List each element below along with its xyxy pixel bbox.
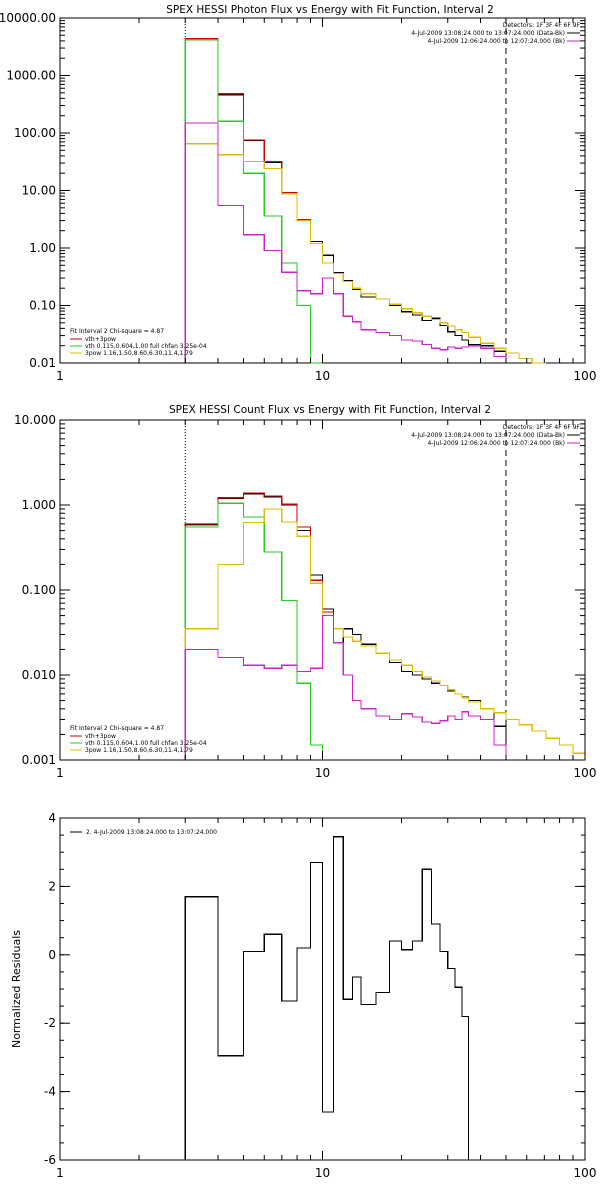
photon-flux-y-tick-label: 1000.00 [6, 69, 56, 83]
count-flux-y-tick-label: 0.001 [22, 753, 56, 767]
photon-flux-series-vth [184, 39, 323, 364]
count-flux-title: SPEX HESSI Count Flux vs Energy with Fit… [169, 404, 491, 416]
residuals-legend-text: 2. 4-Jul-2009 13:08:24.000 to 13:07:24.0… [86, 829, 217, 836]
residuals-x-tick-label: 100 [574, 1166, 597, 1180]
photon-flux-legend-model: vth+3pow [85, 336, 116, 343]
photon-flux-y-tick-label: 0.01 [29, 356, 56, 370]
count-flux-y-tick-label: 1.000 [22, 498, 56, 512]
photon-flux-series-vth-3pow [184, 37, 546, 364]
count-flux-x-tick-label: 10 [315, 766, 330, 780]
count-flux-series-vth-3pow [184, 492, 586, 760]
count-flux-x-tick-label: 100 [574, 766, 597, 780]
residuals-y-tick-label: 4 [48, 811, 56, 825]
photon-flux-legend-fit-line: Fit Interval 2 Chi-square = 4.87 [70, 328, 164, 335]
residuals-y-tick-label: -6 [44, 1153, 56, 1167]
residuals-panel: 1 10 100 -6 -4 -2 0 2 4 2. 4-Jul-2009 13:08:24.0… [10, 811, 596, 1180]
count-flux-header-line-1: Detectors: 1F 3F 4F 6F 9F [503, 424, 581, 431]
photon-flux-header-line-1: Detectors: 1F 3F 4F 6F 9F [503, 22, 581, 29]
photon-flux-header-line-2: 4-Jul-2009 13:08:24.000 to 13:07:24.000 … [411, 30, 565, 37]
count-flux-panel: SPEX HESSI Count Flux vs Energy with Fit… [14, 404, 596, 780]
count-flux-series-3pow [184, 508, 586, 760]
photon-flux-title: SPEX HESSI Photon Flux vs Energy with Fi… [166, 4, 494, 16]
residuals-x-tick-label: 10 [315, 1166, 330, 1180]
photon-flux-x-tick-label: 1 [56, 369, 64, 383]
count-flux-y-tick-label: 10.000 [14, 413, 56, 427]
count-flux-y-tick-label: 0.010 [22, 668, 56, 682]
count-flux-legend-3pow: 3pow 1.16,1.50,8.60,6.30,11.4,1.79 [85, 747, 193, 754]
residuals-y-tick-label: -4 [44, 1085, 56, 1099]
count-flux-series-data-bk [184, 493, 507, 760]
count-flux-header-line-2: 4-Jul-2009 13:08:24.000 to 13:07:24.000 … [411, 432, 565, 439]
residuals-series-2- [184, 836, 470, 1160]
count-flux-x-tick-label: 1 [56, 766, 64, 780]
photon-flux-y-tick-label: 0.10 [29, 299, 56, 313]
photon-flux-y-tick-label: 10.00 [22, 184, 56, 198]
photon-flux-legend-vth: vth 0.115,0.604,1.00 full chfan 3.25e-04 [85, 343, 207, 350]
photon-flux-header-line-3: 4-Jul-2009 12:06:24.000 to 12:07:24.000 … [427, 38, 565, 45]
photon-flux-panel: SPEX HESSI Photon Flux vs Energy with Fi… [0, 4, 596, 383]
residuals-y-tick-label: 0 [48, 948, 56, 962]
count-flux-legend-vth: vth 0.115,0.604,1.00 full chfan 3.25e-04 [85, 740, 207, 747]
photon-flux-y-tick-label: 10000.00 [0, 11, 56, 25]
residuals-y-axis-label: Normalized Residuals [10, 930, 23, 1048]
count-flux-legend-model: vth+3pow [85, 733, 116, 740]
photon-flux-series-data-bk [184, 38, 507, 363]
residuals-x-tick-label: 1 [56, 1166, 64, 1180]
photon-flux-series-bk [184, 122, 507, 363]
photon-flux-legend-3pow: 3pow 1.16,1.50,8.60,6.30,11.4,1.79 [85, 350, 193, 357]
count-flux-series-bk [184, 615, 507, 760]
photon-flux-x-tick-label: 10 [315, 369, 330, 383]
count-flux-legend-fit-line: Fit Interval 2 Chi-square = 4.87 [70, 725, 164, 732]
count-flux-header-line-3: 4-Jul-2009 12:06:24.000 to 12:07:24.000 … [427, 440, 565, 447]
residuals-y-tick-label: 2 [48, 879, 56, 893]
photon-flux-x-tick-label: 100 [574, 369, 597, 383]
photon-flux-y-tick-label: 100.00 [14, 126, 56, 140]
residuals-y-tick-label: -2 [44, 1016, 56, 1030]
photon-flux-series-3pow [184, 143, 546, 364]
photon-flux-y-tick-label: 1.00 [29, 241, 56, 255]
count-flux-y-tick-label: 0.100 [22, 583, 56, 597]
count-flux-series-vth [184, 502, 324, 760]
